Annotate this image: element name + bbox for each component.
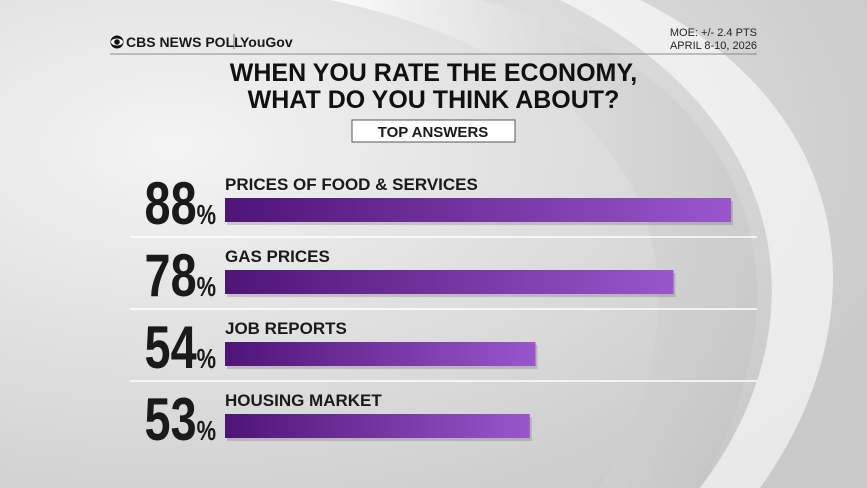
brand: CBS NEWS POLL [126,34,243,50]
moe: MOE: +/- 2.4 PTS [670,27,757,39]
category-label: PRICES OF FOOD & SERVICES [225,175,478,194]
title-box: WHEN YOU RATE THE ECONOMY, WHAT DO YOU T… [229,60,638,114]
value-label: 54% [145,314,216,381]
category-label: HOUSING MARKET [225,391,382,410]
swoosh [330,0,758,488]
bar [225,198,731,222]
bar [225,342,536,366]
category-label: GAS PRICES [225,247,330,266]
cbs-eye [110,35,124,49]
swoosh [560,0,833,488]
dates: APRIL 8-10, 2026 [670,40,757,52]
category-label: JOB REPORTS [225,319,347,338]
value-label: 53% [145,386,216,453]
partner: YouGov [240,34,293,50]
chart-title: WHEN YOU RATE THE ECONOMY, WHAT DO YOU T… [229,60,638,114]
value-label: 78% [145,242,216,309]
value-label: 88% [145,170,216,237]
bar [225,414,530,438]
bar [225,270,674,294]
subtitle-box [351,119,516,143]
subtitle: TOP ANSWERS [378,124,489,141]
